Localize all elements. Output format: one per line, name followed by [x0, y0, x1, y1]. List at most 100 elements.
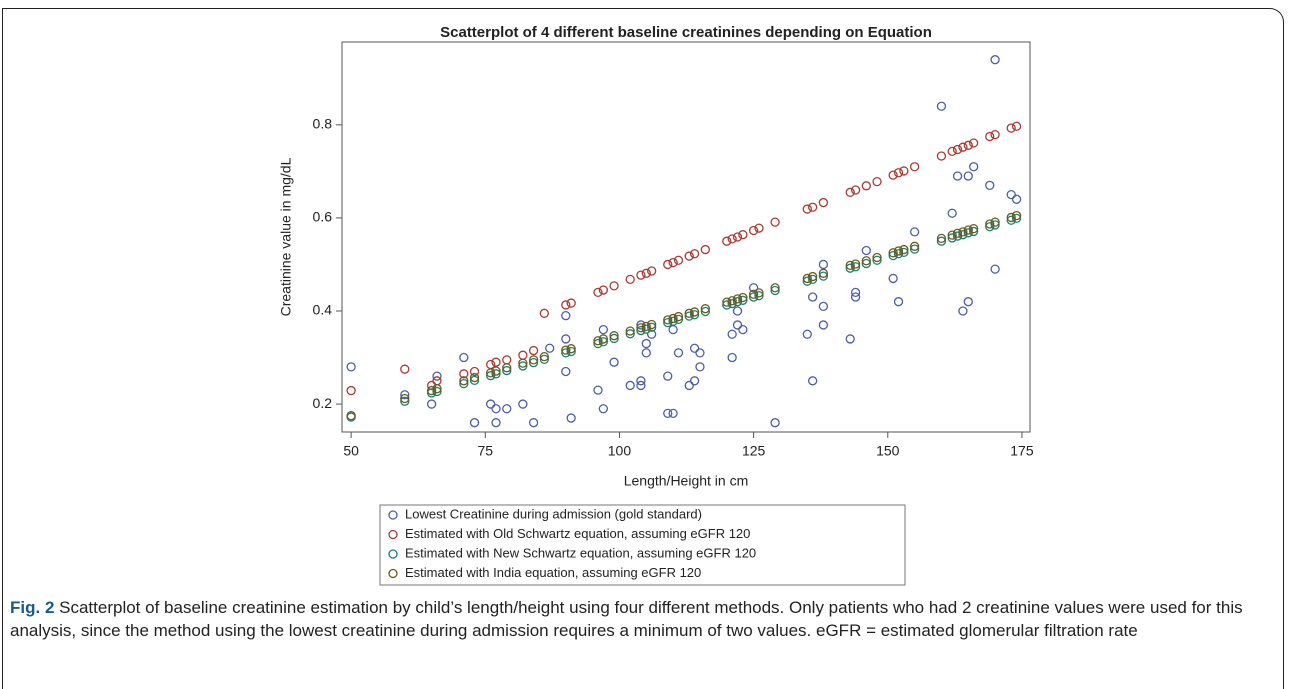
point — [400, 396, 410, 406]
point — [808, 274, 818, 285]
point — [963, 297, 973, 307]
point — [727, 298, 737, 309]
legend-marker — [388, 568, 398, 579]
point — [432, 376, 442, 386]
point — [872, 252, 882, 263]
y-tick-label: 0.8 — [313, 116, 333, 132]
legend-label: Lowest Creatinine during admission (gold… — [405, 506, 702, 521]
point — [647, 319, 657, 330]
point — [528, 345, 539, 356]
point — [663, 259, 673, 270]
point — [802, 273, 812, 284]
point — [958, 306, 968, 316]
point — [936, 233, 947, 244]
point — [754, 290, 764, 301]
point — [426, 399, 437, 409]
point — [491, 418, 501, 428]
legend-label: Estimated with India equation, assuming … — [405, 565, 701, 580]
point — [502, 404, 512, 414]
x-tick-label: 150 — [876, 443, 900, 459]
point — [893, 297, 904, 307]
point — [727, 329, 737, 339]
point — [909, 244, 920, 254]
x-axis-label: Length/Height in cm — [624, 473, 749, 489]
point — [346, 385, 356, 396]
y-tick-label: 0.6 — [313, 209, 333, 225]
point — [893, 246, 904, 256]
point — [647, 329, 657, 339]
point — [802, 276, 812, 286]
point — [808, 292, 818, 302]
point — [561, 334, 571, 344]
point — [818, 259, 829, 270]
point — [598, 404, 609, 414]
point — [663, 315, 673, 325]
point — [985, 131, 995, 142]
point — [861, 245, 871, 256]
point — [850, 185, 861, 195]
x-tick-label: 125 — [742, 443, 766, 459]
point — [754, 223, 764, 233]
point — [963, 140, 973, 150]
point — [695, 348, 705, 358]
point — [432, 384, 442, 394]
point — [673, 255, 684, 265]
point — [528, 358, 539, 368]
legend-marker — [388, 529, 398, 540]
point — [861, 181, 871, 191]
point — [641, 321, 651, 332]
point — [400, 390, 410, 400]
point — [985, 180, 995, 190]
point — [1006, 212, 1016, 223]
point — [673, 311, 684, 322]
point — [518, 361, 528, 371]
point — [936, 101, 947, 111]
point — [818, 268, 829, 278]
point — [808, 202, 818, 212]
point — [1011, 210, 1022, 221]
point — [593, 287, 603, 298]
point — [727, 296, 737, 306]
point — [400, 364, 410, 374]
point — [459, 378, 469, 389]
point — [850, 262, 861, 272]
point — [990, 217, 1000, 227]
point — [722, 236, 732, 246]
point — [689, 376, 700, 386]
point — [770, 217, 780, 227]
point — [738, 292, 748, 303]
point — [625, 326, 635, 336]
point — [1006, 189, 1016, 200]
point — [469, 372, 480, 383]
point — [969, 162, 979, 172]
point — [663, 371, 673, 381]
point — [598, 285, 609, 295]
point — [888, 170, 898, 180]
point — [695, 362, 705, 372]
point — [1006, 215, 1016, 225]
point — [700, 244, 710, 255]
point — [845, 260, 855, 271]
point — [947, 146, 957, 157]
point — [689, 310, 700, 320]
figure-border — [2, 8, 1284, 689]
point — [641, 338, 651, 349]
point — [684, 251, 694, 261]
legend-label: Estimated with Old Schwartz equation, as… — [405, 526, 750, 541]
point — [732, 232, 743, 242]
point — [459, 369, 469, 379]
point — [850, 287, 861, 298]
point — [469, 366, 480, 377]
point — [561, 366, 571, 377]
point — [845, 334, 855, 344]
x-tick-label: 75 — [477, 443, 493, 459]
point — [486, 368, 496, 378]
point — [491, 369, 501, 379]
point — [969, 138, 979, 148]
caption-label: Fig. 2 — [10, 598, 55, 617]
point — [808, 376, 818, 386]
point — [609, 357, 619, 367]
point — [722, 297, 732, 307]
point — [566, 298, 576, 308]
